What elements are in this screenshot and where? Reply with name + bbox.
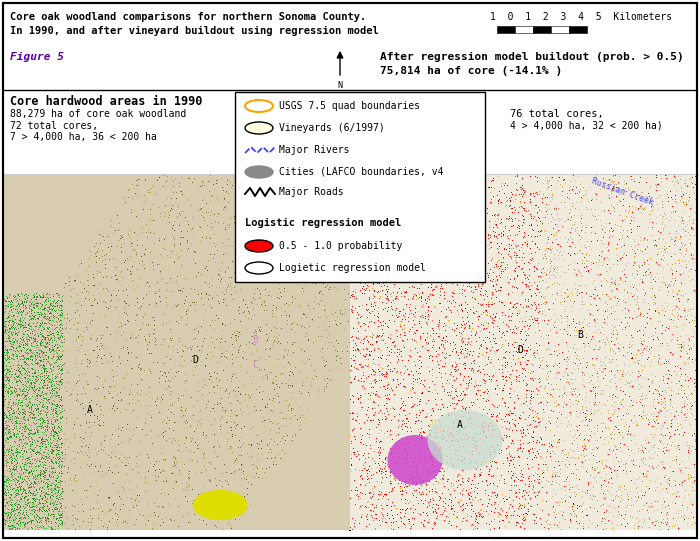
Text: D: D bbox=[192, 355, 198, 365]
Text: A: A bbox=[87, 405, 93, 415]
Bar bbox=[533, 26, 551, 33]
Text: Figure 5: Figure 5 bbox=[10, 52, 64, 62]
Text: D: D bbox=[517, 345, 523, 355]
Bar bbox=[497, 26, 515, 33]
Bar bbox=[3, 175, 350, 530]
Text: In 1990, and after vineyard buildout using regression model: In 1990, and after vineyard buildout usi… bbox=[10, 26, 379, 36]
Text: USGS 7.5 quad boundaries: USGS 7.5 quad boundaries bbox=[279, 101, 420, 111]
Text: 7 > 4,000 ha, 36 < 200 ha: 7 > 4,000 ha, 36 < 200 ha bbox=[10, 132, 157, 142]
Text: 0.5 - 1.0 probability: 0.5 - 1.0 probability bbox=[279, 241, 402, 251]
Ellipse shape bbox=[388, 435, 442, 485]
Text: B: B bbox=[252, 335, 258, 345]
Text: Core hardwood areas in 1990: Core hardwood areas in 1990 bbox=[10, 95, 202, 108]
Text: 88,279 ha of core oak woodland: 88,279 ha of core oak woodland bbox=[10, 109, 186, 119]
Text: 76 total cores,: 76 total cores, bbox=[510, 109, 603, 119]
Text: 4 > 4,000 ha, 32 < 200 ha): 4 > 4,000 ha, 32 < 200 ha) bbox=[510, 121, 663, 131]
Text: Major Roads: Major Roads bbox=[279, 187, 344, 197]
Text: Cities (LAFCO boundaries, v4: Cities (LAFCO boundaries, v4 bbox=[279, 167, 444, 177]
Text: 75,814 ha of core (-14.1% ): 75,814 ha of core (-14.1% ) bbox=[380, 66, 562, 76]
Ellipse shape bbox=[245, 122, 273, 134]
Ellipse shape bbox=[428, 410, 503, 470]
Ellipse shape bbox=[245, 240, 273, 252]
Bar bbox=[551, 26, 569, 33]
Text: Logistic regression model: Logistic regression model bbox=[245, 218, 401, 228]
Text: Major Rivers: Major Rivers bbox=[279, 145, 349, 155]
Text: A: A bbox=[457, 420, 463, 430]
Bar bbox=[235, 92, 485, 282]
Ellipse shape bbox=[245, 262, 273, 274]
Ellipse shape bbox=[245, 166, 273, 178]
Text: 72 total cores,: 72 total cores, bbox=[10, 121, 98, 131]
Text: B: B bbox=[577, 330, 583, 340]
Text: Vineyards (6/1997): Vineyards (6/1997) bbox=[279, 123, 385, 133]
Text: 1  0  1  2  3  4  5  Kilometers: 1 0 1 2 3 4 5 Kilometers bbox=[490, 12, 672, 22]
Bar bbox=[350, 175, 697, 530]
Text: N: N bbox=[337, 81, 342, 90]
Bar bbox=[515, 26, 533, 33]
Text: After regression model buildout (prob. > 0.5): After regression model buildout (prob. >… bbox=[380, 52, 684, 62]
Text: Core oak woodland comparisons for northern Sonoma County.: Core oak woodland comparisons for northe… bbox=[10, 12, 366, 22]
Text: C: C bbox=[252, 360, 258, 370]
Text: Logietic regression model: Logietic regression model bbox=[279, 263, 426, 273]
Text: Russian Creek: Russian Creek bbox=[590, 176, 655, 207]
Ellipse shape bbox=[193, 490, 248, 520]
Bar bbox=[569, 26, 587, 33]
